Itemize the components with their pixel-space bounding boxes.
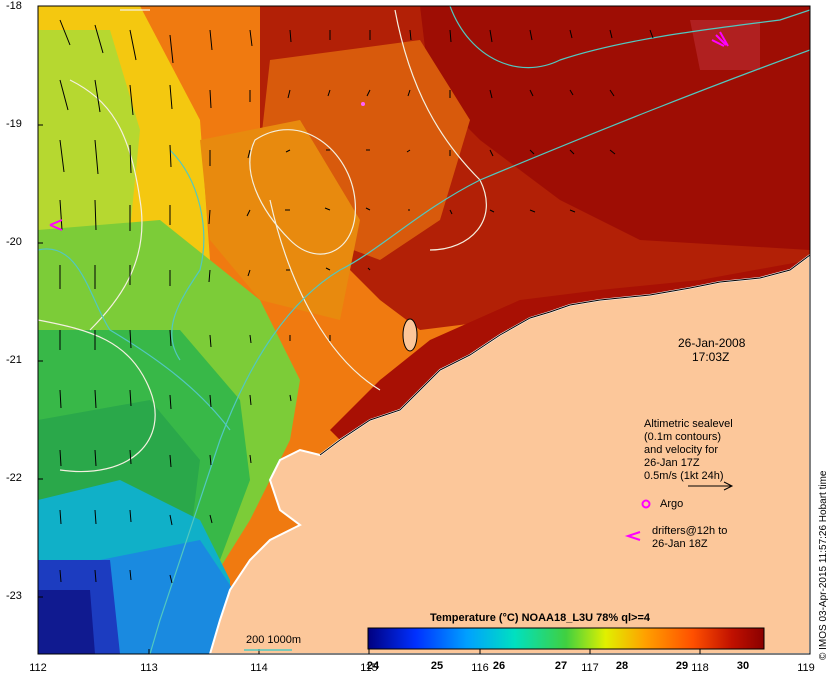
colorbar-tick: 30 [736,660,750,672]
legend-line: 0.5m/s (1kt 24h) [644,470,724,482]
x-tick-label: 119 [797,662,815,674]
y-tick-label: -18 [6,0,22,12]
legend-line: Altimetric sealevel [644,418,733,430]
y-tick-label: -22 [6,472,22,484]
colorbar-tick: 26 [492,660,506,672]
drifter-symbol [624,531,641,541]
argo-symbol [641,499,651,509]
y-tick-label: -23 [6,590,22,602]
y-tick-label: -20 [6,236,22,248]
x-tick-label: 112 [29,662,47,674]
credit-text: © IMOS 03-Apr-2015 11:57:26 Hobart time [818,470,829,661]
legend-line: and velocity for [644,444,718,456]
x-tick-label: 116 [471,662,489,674]
legend-line: (0.1m contours) [644,431,722,443]
isobath-label: 200 1000m [246,634,302,646]
x-tick-label: 113 [140,662,158,674]
y-tick-label: -19 [6,118,22,130]
colorbar-tick: 29 [675,660,689,672]
date-label: 26-Jan-2008 [678,336,746,350]
sst-field [38,6,810,654]
velocity-scale-arrow [688,481,734,491]
x-tick-label: 114 [250,662,268,674]
colorbar-tick: 27 [554,660,568,672]
colorbar-title: Temperature (°C) NOAA18_L3U 78% ql>=4 [430,612,650,624]
colorbar-tick: 28 [615,660,629,672]
colorbar-tick: 25 [430,660,444,672]
colorbar [367,627,765,650]
legend-line: 26-Jan 17Z [644,457,700,469]
argo-label: Argo [660,498,684,510]
x-tick-label: 118 [691,662,709,674]
x-tick-label: 117 [581,662,599,674]
drifters-label: drifters@12h to [652,525,728,537]
drifters-label: 26-Jan 18Z [652,538,708,550]
x-tick-label: 115 [360,662,378,674]
drifter-markers [49,31,729,231]
y-tick-label: -21 [6,354,22,366]
time-label: 17:03Z [692,350,730,364]
colorbar-tick: 24 [366,660,380,672]
